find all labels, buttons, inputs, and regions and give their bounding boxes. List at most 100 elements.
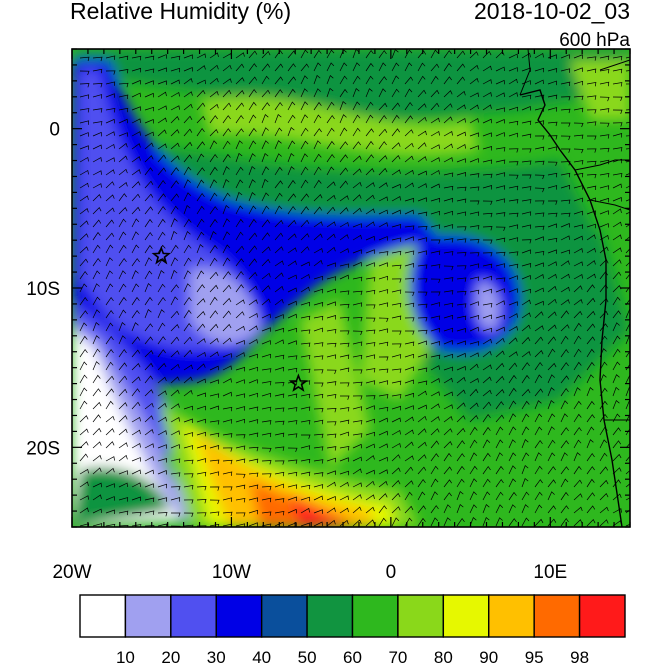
wind-barb-icon xyxy=(287,140,296,150)
wind-barb-icon xyxy=(261,205,270,215)
wind-barb-icon xyxy=(261,420,272,425)
wind-barb-icon xyxy=(326,233,336,241)
wind-barb-icon xyxy=(300,261,310,267)
wind-barb-icon xyxy=(287,340,297,345)
wind-barb-icon xyxy=(170,389,180,397)
wind-barb-icon xyxy=(586,414,595,423)
wind-barb-icon xyxy=(443,90,453,98)
wind-barb-icon xyxy=(248,271,258,280)
wind-barb-icon xyxy=(170,79,180,85)
wind-barb-icon xyxy=(92,309,101,319)
wind-barb-icon xyxy=(547,362,557,371)
wind-barb-icon xyxy=(612,479,621,488)
wind-barb-icon xyxy=(586,323,596,332)
wind-barb-icon xyxy=(157,283,166,293)
wind-barb-icon xyxy=(560,260,570,267)
wind-barb-icon xyxy=(625,285,630,293)
wind-barb-icon xyxy=(469,225,480,230)
wind-barb-icon xyxy=(79,453,89,462)
wind-barb-icon xyxy=(92,131,102,137)
wind-barb-icon xyxy=(521,148,532,153)
wind-barb-icon xyxy=(482,491,491,501)
wind-barb-icon xyxy=(287,101,296,111)
wind-barb-icon xyxy=(508,92,518,98)
wind-barb-icon xyxy=(417,89,427,98)
wind-barb-icon xyxy=(534,426,543,436)
wind-barb-icon xyxy=(287,153,295,163)
wind-barb-icon xyxy=(586,247,596,254)
wind-barb-icon xyxy=(365,182,375,189)
wind-barb-icon xyxy=(144,106,154,112)
wind-barb-icon xyxy=(612,133,623,138)
wind-barb-icon xyxy=(482,173,493,179)
wind-barb-icon xyxy=(495,263,506,268)
wind-barb-icon xyxy=(573,335,582,345)
wind-barb-icon xyxy=(248,366,258,372)
wind-barb-icon xyxy=(196,218,205,228)
wind-barb-icon xyxy=(573,210,583,216)
wind-barb-icon xyxy=(248,127,257,137)
wind-barb-icon xyxy=(274,285,284,293)
wind-barb-icon xyxy=(508,237,519,242)
wind-barb-icon xyxy=(313,74,321,85)
wind-barb-icon xyxy=(261,50,271,59)
wind-barb-icon xyxy=(625,236,630,241)
wind-barb-icon xyxy=(339,316,350,322)
wind-barb-icon xyxy=(222,459,233,465)
wind-barb-icon xyxy=(469,426,478,436)
wind-barb-icon xyxy=(612,335,621,345)
wind-barb-icon xyxy=(469,211,480,216)
wind-barb-icon xyxy=(326,315,336,320)
wind-barb-icon xyxy=(573,322,582,332)
wind-barb-icon xyxy=(625,135,630,137)
wind-barb-icon xyxy=(586,361,595,371)
wind-barb-icon xyxy=(222,471,233,476)
wind-barb-icon xyxy=(287,484,298,489)
wind-barb-icon xyxy=(560,505,569,514)
wind-barb-icon xyxy=(79,83,90,88)
wind-barb-icon xyxy=(612,400,620,410)
wind-barb-icon xyxy=(404,278,415,283)
wind-barb-icon xyxy=(599,439,608,449)
wind-barb-icon xyxy=(534,400,542,410)
wind-barb-icon xyxy=(625,56,630,59)
wind-barb-icon xyxy=(105,143,115,150)
wind-barb-icon xyxy=(587,135,597,140)
wind-barb-icon xyxy=(222,128,231,137)
wind-barb-icon xyxy=(391,169,401,176)
wind-barb-icon xyxy=(261,114,269,124)
wind-barb-icon xyxy=(157,402,167,410)
wind-barb-icon xyxy=(417,479,426,488)
wind-barb-icon xyxy=(261,127,269,137)
wind-barb-icon xyxy=(339,354,350,360)
wind-barb-icon xyxy=(339,114,347,124)
wind-barb-icon xyxy=(313,521,323,527)
wind-barb-icon xyxy=(261,340,271,345)
wind-barb-icon xyxy=(235,445,246,450)
wind-barb-icon xyxy=(235,218,244,228)
wind-barb-icon xyxy=(157,129,167,137)
wind-barb-icon xyxy=(144,206,154,215)
wind-barb-icon xyxy=(235,352,245,358)
wind-barb-icon xyxy=(404,317,415,322)
wind-barb-icon xyxy=(300,140,309,150)
wind-barb-icon xyxy=(313,153,322,163)
wind-barb-icon xyxy=(430,365,440,371)
wind-barb-icon xyxy=(469,186,480,191)
wind-barb-icon xyxy=(443,492,452,501)
wind-barb-icon xyxy=(430,302,441,307)
wind-barb-icon xyxy=(625,442,630,449)
wind-barb-icon xyxy=(261,258,271,267)
wind-barb-icon xyxy=(625,428,630,436)
wind-barb-icon xyxy=(131,244,140,254)
wind-barb-icon xyxy=(456,518,465,527)
wind-barb-icon xyxy=(625,173,630,176)
wind-barb-icon xyxy=(495,198,506,203)
wind-barb-icon xyxy=(521,374,530,384)
colorbar-swatch xyxy=(578,594,626,638)
wind-barb-icon xyxy=(105,257,113,267)
wind-barb-icon xyxy=(92,83,103,88)
wind-barb-icon xyxy=(534,262,544,267)
wind-barb-icon xyxy=(404,88,413,98)
wind-barb-icon xyxy=(92,388,101,397)
